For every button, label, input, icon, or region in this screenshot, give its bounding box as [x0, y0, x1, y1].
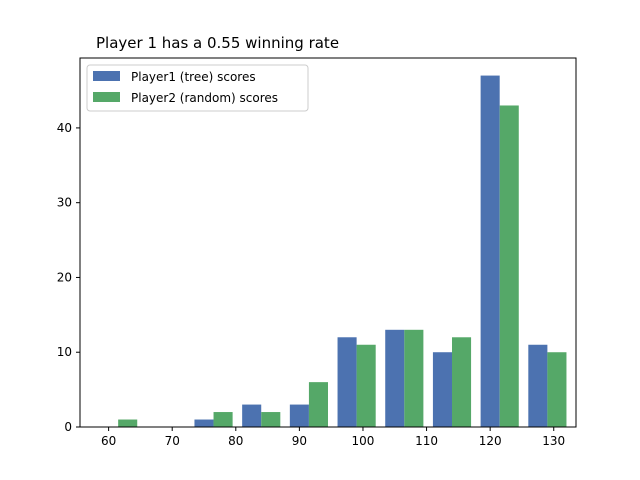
bars-group — [118, 75, 567, 428]
bar-series2-bin-8 — [452, 337, 472, 427]
y-tick-label: 30 — [57, 196, 72, 210]
y-tick-label: 20 — [57, 270, 72, 284]
x-tick-label: 70 — [165, 434, 180, 448]
x-tick-label: 120 — [479, 434, 502, 448]
bar-series2-bin-9 — [499, 105, 519, 428]
bar-series2-bin-5 — [308, 382, 328, 427]
bar-series1-bin-3 — [194, 419, 214, 427]
y-tick-label: 10 — [57, 345, 72, 359]
bar-series2-bin-7 — [404, 329, 424, 427]
x-tick-label: 130 — [542, 434, 565, 448]
y-tick-label: 0 — [64, 420, 72, 434]
bar-series1-bin-9 — [480, 75, 500, 428]
legend-label: Player1 (tree) scores — [131, 70, 256, 84]
bar-series2-bin-3 — [213, 412, 233, 427]
x-tick-label: 110 — [415, 434, 438, 448]
bar-series1-bin-7 — [385, 329, 405, 427]
bar-series1-bin-4 — [242, 404, 262, 427]
y-tick-label: 40 — [57, 121, 72, 135]
bar-series2-bin-10 — [547, 352, 567, 427]
bar-series2-bin-1 — [118, 419, 138, 427]
x-tick-label: 80 — [228, 434, 243, 448]
legend-swatch — [93, 92, 120, 102]
legend-label: Player2 (random) scores — [131, 91, 278, 105]
chart-title: Player 1 has a 0.55 winning rate — [96, 34, 339, 52]
x-tick-label: 90 — [292, 434, 307, 448]
legend-frame — [86, 64, 309, 112]
legend-swatch — [93, 71, 120, 81]
bar-series1-bin-8 — [432, 352, 452, 427]
bar-series2-bin-6 — [356, 344, 376, 427]
bar-series1-bin-6 — [337, 337, 357, 427]
plot-frame — [79, 57, 577, 428]
bar-series2-bin-4 — [261, 412, 281, 427]
axes-group: 60 70 80 90 100 110 120 130 0 10 20 30 40 — [57, 57, 577, 448]
x-tick-label: 60 — [101, 434, 116, 448]
bar-series1-bin-5 — [289, 404, 309, 427]
x-tick-label: 100 — [352, 434, 375, 448]
legend: Player1 (tree) scores Player2 (random) sc… — [86, 64, 309, 112]
bar-series1-bin-10 — [528, 344, 548, 427]
